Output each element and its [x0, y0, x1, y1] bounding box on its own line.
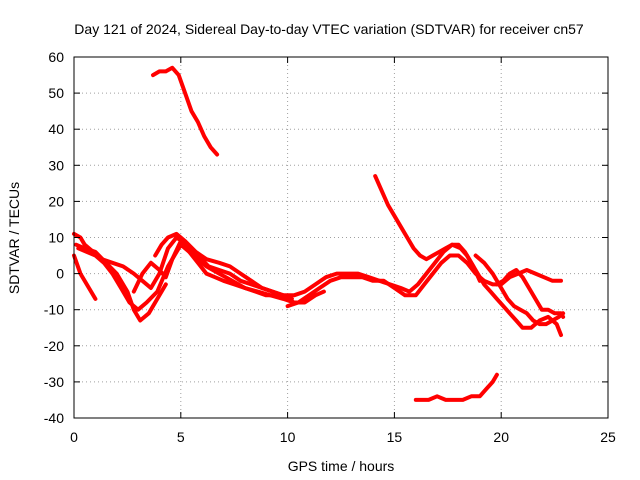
x-tick-label: 15: [387, 429, 403, 445]
x-tick-label: 25: [600, 429, 616, 445]
y-axis-title: SDTVAR / TECUs: [6, 182, 22, 294]
x-tick-label: 20: [493, 429, 509, 445]
x-tick-label: 5: [177, 429, 185, 445]
y-tick-label: 30: [48, 157, 64, 173]
series-arc-5: [131, 239, 296, 305]
x-tick-label: 0: [70, 429, 78, 445]
series-arc-11: [473, 253, 566, 327]
series-arc-3: [74, 242, 168, 323]
series-arc-12: [494, 268, 566, 319]
y-tick-label: -10: [44, 302, 64, 318]
y-tick-label: 20: [48, 193, 64, 209]
series-arc-10: [413, 372, 499, 402]
x-tick-label: 10: [280, 429, 296, 445]
y-tick-label: 60: [48, 49, 64, 65]
y-tick-label: 10: [48, 230, 64, 246]
y-tick-label: 50: [48, 85, 64, 101]
grid-layer: [74, 57, 608, 418]
series-arc-7: [153, 231, 482, 298]
y-tick-label: -30: [44, 374, 64, 390]
series-arc-6: [151, 65, 220, 157]
y-tick-label: -40: [44, 410, 64, 426]
tick-layer: 0 5 10 15 20 25 -40 -30 -20 -10 0 10 20 30 40 50 60: [44, 49, 616, 445]
series-arc-8: [285, 253, 563, 309]
y-tick-label: 40: [48, 121, 64, 137]
series-layer: [72, 65, 566, 402]
chart-title: Day 121 of 2024, Sidereal Day-to-day VTE…: [74, 21, 584, 37]
x-axis-title: GPS time / hours: [288, 458, 395, 474]
y-tick-label: -20: [44, 338, 64, 354]
y-tick-label: 0: [56, 266, 64, 282]
series-arc-1: [72, 253, 98, 301]
series-arc-9: [373, 174, 563, 337]
